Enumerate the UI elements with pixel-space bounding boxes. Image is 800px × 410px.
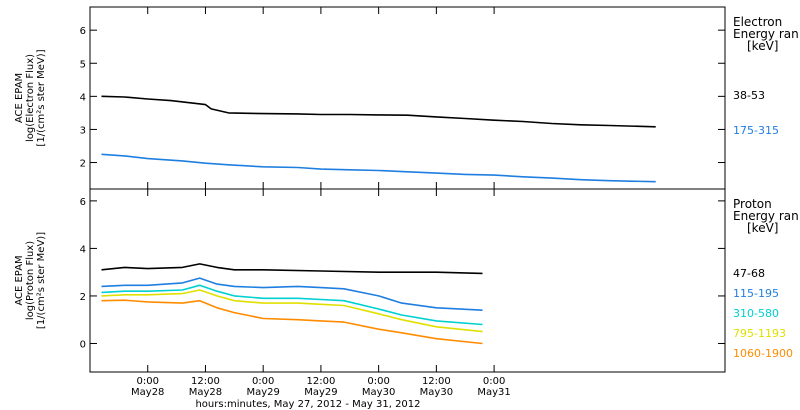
x-tick-label-time: 12:00 xyxy=(306,376,335,387)
x-tick-label-date: May28 xyxy=(131,387,164,398)
electron-legend-entry: 175-315 xyxy=(733,124,779,137)
proton-legend-entry: 1060-1900 xyxy=(733,347,793,360)
x-tick-label-time: 0:00 xyxy=(483,376,505,387)
electron-y-tick-label: 3 xyxy=(80,125,86,136)
x-tick-label-time: 0:00 xyxy=(252,376,274,387)
x-tick-label-date: May31 xyxy=(477,387,510,398)
x-tick-label-date: May29 xyxy=(304,387,337,398)
electron-y-axis-title-line: ACE EPAM xyxy=(14,73,25,123)
proton-series-line-115-195 xyxy=(101,277,483,311)
proton-y-tick-label: 6 xyxy=(80,197,86,208)
electron-y-tick-label: 2 xyxy=(80,159,86,170)
proton-legend-entry: 115-195 xyxy=(733,287,779,300)
proton-y-tick-label: 4 xyxy=(80,244,86,255)
proton-y-tick-label: 0 xyxy=(80,339,86,350)
proton-legend-title-line: Energy ran xyxy=(733,209,799,223)
electron-y-axis-title-line: [1/(cm²s ster MeV)] xyxy=(36,49,47,146)
x-tick-label-date: May30 xyxy=(362,387,395,398)
electron-series-line-175-315 xyxy=(101,153,656,183)
proton-y-axis-title: ACE EPAMlog(Proton Flux)[1/(cm²s ster Me… xyxy=(14,232,47,329)
electron-y-axis-title-line: log(Electron Flux) xyxy=(25,54,36,142)
proton-legend-entry: 795-1193 xyxy=(733,327,786,340)
electron-legend-title-line: Electron xyxy=(733,15,782,29)
proton-series-line-1060-1900 xyxy=(101,299,483,345)
electron-y-tick-label: 6 xyxy=(80,26,86,37)
x-tick-label-date: May30 xyxy=(420,387,453,398)
electron-y-axis-title: ACE EPAMlog(Electron Flux)[1/(cm²s ster … xyxy=(14,49,47,146)
proton-y-tick-label: 2 xyxy=(80,292,86,303)
proton-series-line-47-68 xyxy=(101,263,483,275)
x-tick-label-date: May29 xyxy=(246,387,279,398)
proton-legend-entry: 310-580 xyxy=(733,307,779,320)
electron-series-line-38-53 xyxy=(101,95,656,128)
proton-plot-frame xyxy=(89,188,726,373)
proton-y-axis-title-line: [1/(cm²s ster MeV)] xyxy=(36,232,47,329)
proton-y-axis-title-line: log(Proton Flux) xyxy=(25,241,36,320)
proton-legend-entry: 47-68 xyxy=(733,267,765,280)
x-tick-label-time: 0:00 xyxy=(136,376,158,387)
proton-legend-title-line: Proton xyxy=(733,197,772,211)
x-tick-label-date: May28 xyxy=(189,387,222,398)
electron-y-tick-label: 4 xyxy=(80,92,86,103)
proton-panel: 0 2 4 6 ACE EPAMlog(Proton Flux)[1/(cm²s ste… xyxy=(14,188,799,398)
proton-series-line-310-580 xyxy=(101,284,483,326)
x-tick-label-time: 12:00 xyxy=(422,376,451,387)
electron-legend-entry: 38-53 xyxy=(733,89,765,102)
proton-legend-title-line: [keV] xyxy=(747,221,778,235)
proton-y-axis-title-line: ACE EPAM xyxy=(14,255,25,305)
electron-legend-title-line: [keV] xyxy=(747,39,778,53)
x-axis-label: hours:minutes, May 27, 2012 - May 31, 20… xyxy=(195,399,420,410)
electron-panel: 2 3 4 5 6 ACE EPAMlog(Electron Flux)[1/(cm²s … xyxy=(14,6,799,190)
x-tick-label-time: 0:00 xyxy=(367,376,389,387)
electron-y-tick-label: 5 xyxy=(80,59,86,70)
electron-legend-title-line: Energy ran xyxy=(733,27,799,41)
x-tick-label-time: 12:00 xyxy=(191,376,220,387)
proton-series-line-795-1193 xyxy=(101,289,483,333)
